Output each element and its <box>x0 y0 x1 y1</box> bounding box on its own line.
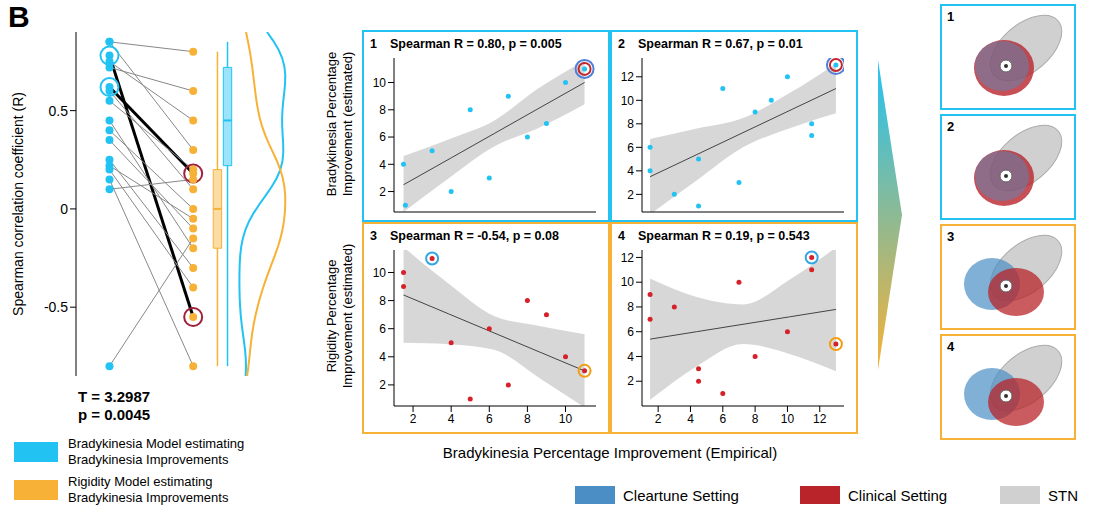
svg-text:-0.5: -0.5 <box>44 299 68 315</box>
svg-text:8: 8 <box>524 412 531 426</box>
svg-text:4: 4 <box>379 158 386 172</box>
html-text:4: 4 <box>947 339 955 354</box>
html-text:Bradykinesia Percentage Improv: Bradykinesia Percentage Improvement (Emp… <box>442 444 778 461</box>
svg-text:2: 2 <box>410 412 417 426</box>
svg-text:4: 4 <box>379 350 386 364</box>
svg-text:Spearman correlation coefficie: Spearman correlation coefficient (R) <box>10 92 26 316</box>
svg-text:Bradykinesia PercentageImprove: Bradykinesia PercentageImprovement (esti… <box>324 52 355 197</box>
svg-text:6: 6 <box>379 322 386 336</box>
svg-text:6: 6 <box>719 412 726 426</box>
html-text:3: 3 <box>947 229 955 244</box>
svg-text:2: 2 <box>627 188 634 202</box>
html-text:2: 2 <box>947 119 955 134</box>
svg-text:0.5: 0.5 <box>49 103 69 119</box>
html-text:Spearman R = 0.19, p = 0.543: Spearman R = 0.19, p = 0.543 <box>638 229 810 243</box>
svg-text:2: 2 <box>655 412 662 426</box>
svg-text:6: 6 <box>379 130 386 144</box>
html-text:2: 2 <box>618 37 625 51</box>
html-text:Bradykinesia Model estimating: Bradykinesia Model estimating <box>68 436 245 451</box>
svg-text:10: 10 <box>621 275 635 289</box>
html-text:Cleartune Setting: Cleartune Setting <box>623 486 739 504</box>
svg-text:8: 8 <box>752 412 759 426</box>
svg-text:4: 4 <box>687 412 694 426</box>
html-text:4: 4 <box>618 229 625 243</box>
svg-text:10: 10 <box>373 76 387 90</box>
svg-text:10: 10 <box>781 412 795 426</box>
html-text:3: 3 <box>370 229 377 243</box>
svg-text:10: 10 <box>373 266 387 280</box>
svg-text:2: 2 <box>379 378 386 392</box>
svg-text:2: 2 <box>627 374 634 388</box>
svg-text:10: 10 <box>621 94 635 108</box>
svg-text:Rigidity PercentageImprovement: Rigidity PercentageImprovement (estimate… <box>324 244 355 389</box>
html-text:1: 1 <box>370 37 377 51</box>
html-text:Spearman R = 0.67, p = 0.01: Spearman R = 0.67, p = 0.01 <box>638 37 803 51</box>
svg-text:0: 0 <box>60 201 68 217</box>
svg-text:12: 12 <box>621 70 635 84</box>
svg-text:6: 6 <box>627 325 634 339</box>
svg-text:12: 12 <box>621 251 635 265</box>
svg-text:6: 6 <box>627 141 634 155</box>
html-text:Spearman R = 0.80, p = 0.005: Spearman R = 0.80, p = 0.005 <box>390 37 562 51</box>
html-text:Bradykinesia Improvements: Bradykinesia Improvements <box>68 452 229 467</box>
html-text:Bradykinesia Improvements: Bradykinesia Improvements <box>68 490 229 505</box>
html-text:STN: STN <box>1048 486 1078 504</box>
svg-text:8: 8 <box>627 300 634 314</box>
svg-text:8: 8 <box>627 117 634 131</box>
html-text:B: B <box>8 0 30 33</box>
html-text:Clinical Setting: Clinical Setting <box>848 486 948 504</box>
svg-text:4: 4 <box>627 164 634 178</box>
html-text:p = 0.0045: p = 0.0045 <box>78 406 151 423</box>
svg-text:12: 12 <box>813 412 827 426</box>
svg-text:8: 8 <box>379 103 386 117</box>
svg-text:6: 6 <box>486 412 493 426</box>
svg-text:8: 8 <box>379 294 386 308</box>
html-text:Rigidity Model estimating: Rigidity Model estimating <box>68 474 213 489</box>
svg-text:4: 4 <box>448 412 455 426</box>
svg-text:10: 10 <box>559 412 573 426</box>
svg-text:4: 4 <box>627 350 634 364</box>
html-text:1: 1 <box>947 9 955 24</box>
html-text:Spearman R = -0.54, p = 0.08: Spearman R = -0.54, p = 0.08 <box>390 229 559 243</box>
svg-text:2: 2 <box>379 185 386 199</box>
html-text:T = 3.2987: T = 3.2987 <box>78 388 151 405</box>
